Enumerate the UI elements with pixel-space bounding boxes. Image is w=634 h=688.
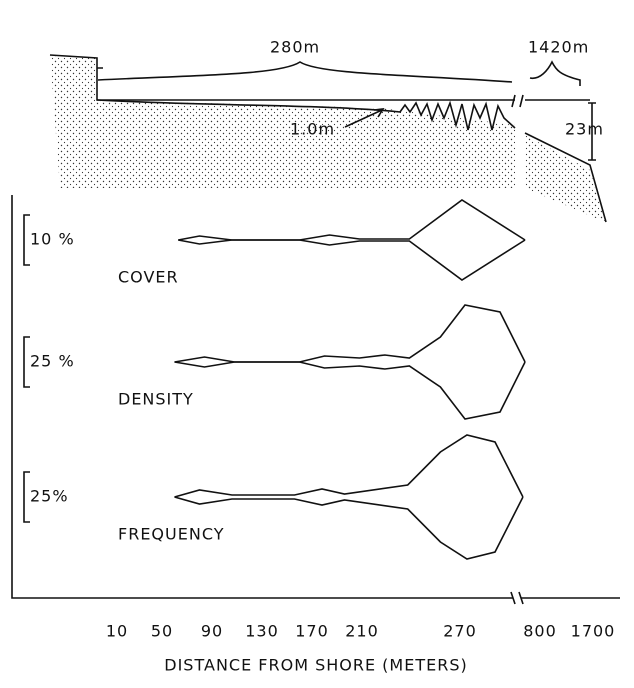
x-tick-label: 210 bbox=[345, 622, 379, 641]
kite-upper bbox=[174, 304, 526, 363]
scale-bar bbox=[23, 214, 30, 266]
x-tick-label: 1700 bbox=[571, 622, 616, 641]
annotation: 1.0m bbox=[290, 120, 335, 139]
scale-bar-label: 10 % bbox=[30, 230, 75, 249]
x-tick-label: 170 bbox=[295, 622, 329, 641]
scale-bar-label: 25 % bbox=[30, 352, 75, 371]
kite-upper bbox=[174, 434, 524, 498]
x-tick-label: 800 bbox=[523, 622, 557, 641]
annotation: 1420m bbox=[528, 38, 589, 57]
series-label: COVER bbox=[118, 268, 179, 287]
profile: 280m 1420m 1.0m 23m bbox=[49, 38, 607, 223]
x-tick-label: 270 bbox=[443, 622, 477, 641]
series-label: FREQUENCY bbox=[118, 525, 224, 544]
annotation: 23m bbox=[565, 120, 604, 139]
scale-bar bbox=[23, 336, 30, 388]
x-tick-label: 50 bbox=[151, 622, 173, 641]
kite-lower bbox=[174, 361, 526, 420]
x-tick-label: 130 bbox=[245, 622, 279, 641]
series-label: DENSITY bbox=[118, 390, 194, 409]
x-tick-label: 10 bbox=[106, 622, 128, 641]
kite-upper bbox=[178, 199, 526, 241]
annotation: 280m bbox=[270, 38, 320, 57]
kite-lower bbox=[174, 496, 524, 560]
x-axis-label: DISTANCE FROM SHORE (METERS) bbox=[164, 656, 467, 675]
axis-break bbox=[510, 591, 524, 605]
x-tick-label: 90 bbox=[201, 622, 223, 641]
kite-lower bbox=[178, 239, 526, 281]
frame bbox=[11, 195, 620, 599]
scale-bar-label: 25% bbox=[30, 487, 69, 506]
scale-bar bbox=[23, 471, 30, 523]
